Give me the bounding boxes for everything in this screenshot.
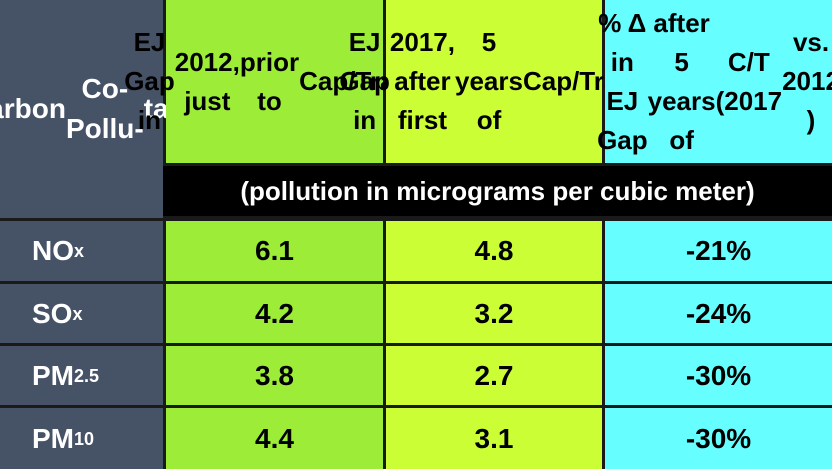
row-header: NO x — [0, 221, 163, 281]
value-cell: -30% — [605, 346, 832, 405]
header-line: vs. 2012 ) — [782, 27, 832, 135]
value-cell: 4.2 — [166, 284, 383, 343]
value-cell: -24% — [605, 284, 832, 343]
corner-line: Carbon — [0, 93, 66, 124]
header-line: 2017, after first — [389, 27, 455, 135]
pollutant: SO — [32, 297, 73, 329]
header-line: EJ Gap in — [339, 27, 390, 135]
pollutant: NO — [32, 235, 74, 266]
value-cell: 2.7 — [386, 346, 602, 405]
value-cell: 4.8 — [386, 221, 602, 281]
value-cell: 3.2 — [386, 284, 602, 343]
value-cell: 3.1 — [386, 408, 602, 469]
value-cell: 6.1 — [166, 221, 383, 281]
header-line: prior to — [239, 46, 300, 116]
header-line: EJ Gap in — [124, 27, 175, 135]
value-cell: -21% — [605, 221, 832, 281]
header-line: 2012, just — [174, 46, 240, 116]
header-line: 5 years of — [454, 27, 523, 135]
units-row: (pollution in micrograms per cubic meter… — [163, 166, 832, 216]
value-cell: 3.8 — [166, 346, 383, 405]
column-header: % Δ in EJ Gap after 5 years of C/T (2017 vs… — [597, 0, 832, 163]
header-line: % Δ in EJ Gap — [597, 7, 648, 155]
column-header: EJ Gap in 2012, just prior to Cap/Trade — [124, 0, 425, 163]
value-cell: -30% — [605, 408, 832, 469]
pollutant: PM — [32, 359, 74, 391]
row-header: PM 10 — [0, 408, 163, 469]
header-line: C/T (2017 — [715, 46, 783, 116]
corner-line: Co-Pollu- — [65, 73, 144, 144]
value-cell: 4.4 — [166, 408, 383, 469]
row-header: PM 2.5 — [0, 346, 163, 405]
pollutant: PM — [32, 422, 74, 454]
header-line: after 5 years of — [647, 7, 716, 155]
column-header: EJ Gap in 2017, after first 5 years of Cap/… — [339, 0, 649, 163]
row-header: SO x — [0, 284, 163, 343]
